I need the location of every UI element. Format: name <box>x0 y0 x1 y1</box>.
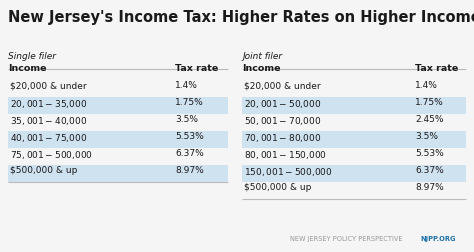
Text: $20,001 - $50,000: $20,001 - $50,000 <box>244 98 321 110</box>
Text: $20,000 & under: $20,000 & under <box>244 81 320 90</box>
Text: Tax rate: Tax rate <box>175 64 218 73</box>
Text: 1.4%: 1.4% <box>175 81 198 90</box>
Text: $75,001 - $500,000: $75,001 - $500,000 <box>10 149 93 161</box>
Text: $35,001 - $40,000: $35,001 - $40,000 <box>10 115 87 127</box>
Bar <box>8 97 228 114</box>
Text: Income: Income <box>8 64 46 73</box>
Text: Income: Income <box>242 64 281 73</box>
Bar <box>242 165 466 182</box>
Bar <box>242 97 466 114</box>
Text: 8.97%: 8.97% <box>175 166 204 175</box>
Text: 1.75%: 1.75% <box>175 98 204 107</box>
Text: 6.37%: 6.37% <box>175 149 204 158</box>
Text: $80,001 - $150,000: $80,001 - $150,000 <box>244 149 327 161</box>
Text: $20,001 - $35,000: $20,001 - $35,000 <box>10 98 87 110</box>
Text: New Jersey's Income Tax: Higher Rates on Higher Income: New Jersey's Income Tax: Higher Rates on… <box>8 10 474 25</box>
Text: $500,000 & up: $500,000 & up <box>244 183 311 192</box>
Text: 3.5%: 3.5% <box>175 115 198 124</box>
Text: 6.37%: 6.37% <box>415 166 444 175</box>
Text: 8.97%: 8.97% <box>415 183 444 192</box>
Text: $40,001 - $75,000: $40,001 - $75,000 <box>10 132 87 144</box>
Text: Single filer: Single filer <box>8 52 56 61</box>
Text: $50,001 - $70,000: $50,001 - $70,000 <box>244 115 321 127</box>
Text: $20,000 & under: $20,000 & under <box>10 81 87 90</box>
Bar <box>8 165 228 182</box>
Text: $70,001 - $80,000: $70,001 - $80,000 <box>244 132 321 144</box>
Text: Joint filer: Joint filer <box>242 52 282 61</box>
Text: NJPP.ORG: NJPP.ORG <box>420 236 456 242</box>
Text: Tax rate: Tax rate <box>415 64 458 73</box>
Text: $500,000 & up: $500,000 & up <box>10 166 77 175</box>
Text: 2.45%: 2.45% <box>415 115 444 124</box>
Text: NEW JERSEY POLICY PERSPECTIVE: NEW JERSEY POLICY PERSPECTIVE <box>290 236 402 242</box>
Text: 3.5%: 3.5% <box>415 132 438 141</box>
Text: 1.75%: 1.75% <box>415 98 444 107</box>
Text: 5.53%: 5.53% <box>175 132 204 141</box>
Bar <box>8 131 228 148</box>
Text: 5.53%: 5.53% <box>415 149 444 158</box>
Text: $150,001 - $500,000: $150,001 - $500,000 <box>244 166 333 178</box>
Text: 1.4%: 1.4% <box>415 81 438 90</box>
Bar <box>242 131 466 148</box>
